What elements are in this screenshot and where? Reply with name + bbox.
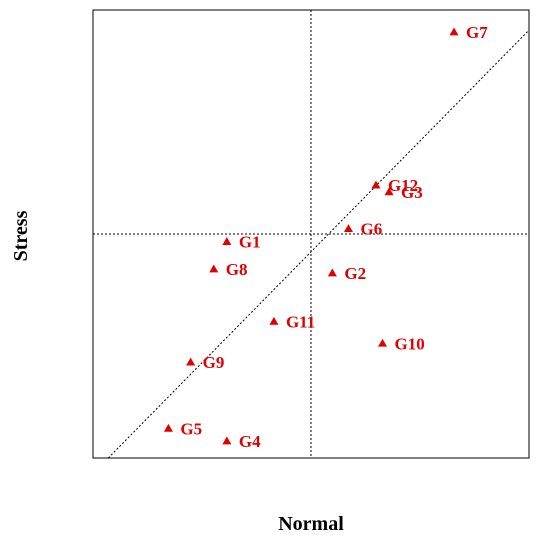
point-marker-g3	[384, 187, 394, 196]
point-label-g1: G1	[239, 233, 261, 252]
diagonal-reference-line	[107, 29, 530, 459]
point-label-g10: G10	[395, 334, 425, 353]
point-label-g5: G5	[180, 419, 202, 438]
point-marker-g4	[222, 436, 232, 445]
point-label-g12: G12	[388, 176, 418, 195]
point-marker-g11	[269, 316, 279, 325]
point-label-g11: G11	[286, 312, 315, 331]
point-label-g6: G6	[360, 220, 382, 239]
point-label-g2: G2	[344, 264, 366, 283]
point-label-g7: G7	[466, 23, 488, 42]
x-axis-title: Normal	[278, 513, 344, 535]
point-marker-g5	[163, 423, 173, 432]
point-marker-g7	[449, 27, 459, 36]
point-marker-g10	[378, 338, 388, 347]
point-label-g4: G4	[239, 432, 261, 451]
point-marker-g8	[209, 264, 219, 273]
point-marker-g6	[343, 224, 353, 232]
point-marker-g1	[222, 237, 232, 245]
point-label-g9: G9	[203, 353, 225, 372]
point-marker-g2	[327, 268, 337, 277]
point-marker-g9	[186, 357, 196, 366]
data-points: G1 G2 G3 G4 G5 G6 G7 G8 G9 G10 G11 G12	[163, 23, 488, 451]
y-axis-title: Stress	[10, 210, 32, 261]
point-label-g3: G3	[401, 183, 423, 202]
point-marker-g12	[371, 180, 381, 189]
point-label-g8: G8	[226, 260, 248, 279]
